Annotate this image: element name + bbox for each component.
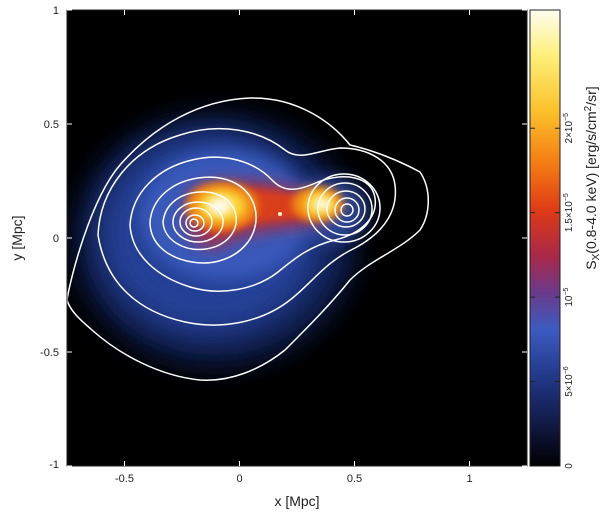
y-tick-label: -1 [49,459,59,471]
contour-level-1 [67,97,429,381]
x-axis-label: x [Mpc] [274,493,319,509]
colorbar-tick-label: 5×10−6 [563,366,575,397]
contour-secondary-2 [317,182,373,236]
contour-level-8 [185,214,205,232]
contour-level-2 [97,127,397,326]
emission-map [75,115,370,365]
contour-level-4 [149,176,257,264]
peak-main-core [208,197,232,215]
x-tick-label: -0.5 [115,473,134,485]
colorbar-gradient [529,9,561,467]
contour-level-3 [129,156,376,292]
colorbar-tick-label: 0 [564,463,575,469]
y-tick-label: 0 [53,233,59,245]
contour-secondary-5 [340,203,354,217]
colorbar-tick-label: 2×10−5 [563,113,575,144]
colorbar: 0 5×10−6 10−5 1.5×10−5 2×10−5 SX(0.8-4.0 keV… [529,9,602,469]
ridge-speck [278,212,282,216]
contour-secondary-3 [326,190,366,228]
plot-area: -0.5 0 0.5 1 1 0.5 0 -0.5 -1 x [Mpc] y [Mpc] [9,5,528,509]
y-axis-ticks: 1 0.5 0 -0.5 -1 [40,5,527,471]
x-tick-label: 0 [236,473,242,485]
contour-secondary-4 [334,197,360,223]
contour-secondary-1 [307,173,381,243]
contour-level-9 [189,218,199,228]
y-tick-label: -0.5 [40,347,59,359]
contours [67,97,429,381]
contour-level-6 [172,201,224,243]
colorbar-ticks: 0 5×10−6 10−5 1.5×10−5 2×10−5 [530,113,575,469]
x-tick-label: 1 [466,473,472,485]
x-axis-ticks: -0.5 0 0.5 1 [115,10,473,485]
contour-level-5 [162,191,237,251]
y-axis-label: y [Mpc] [9,215,25,260]
colorbar-tick-label: 1.5×10−5 [563,193,575,232]
y-tick-label: 0.5 [44,119,59,131]
colorbar-label: SX(0.8-4.0 keV) [erg/s/cm2/sr] [583,86,602,269]
y-tick-label: 1 [53,5,59,17]
colorbar-tick-label: 10−5 [563,287,575,306]
x-tick-label: 0.5 [347,473,362,485]
contour-level-7 [179,207,213,237]
